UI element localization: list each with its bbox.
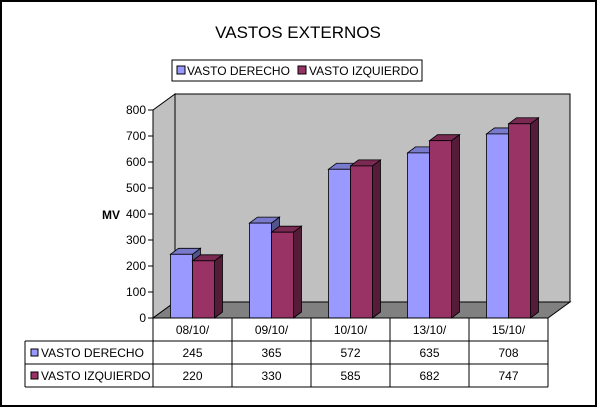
data-label-vasto-izquierdo-13-10: 682 [419,369,439,383]
bar-vasto-izquierdo-08-10-side [214,254,223,319]
bar-vasto-izquierdo-10-10 [349,159,382,319]
data-label-vasto-izquierdo-10-10: 585 [340,369,360,383]
bar-vasto-derecho-15-10-front [486,133,509,319]
legend-swatch-vasto-izquierdo [297,65,307,75]
data-label-vasto-derecho-08-10: 245 [182,346,202,360]
y-tick-label-0: 0 [139,311,146,325]
bar-vasto-izquierdo-15-10 [507,116,540,319]
chart-title: VASTOS EXTERNOS [215,23,381,42]
data-label-vasto-derecho-15-10: 708 [498,346,518,360]
y-tick-label-100: 100 [126,285,146,299]
x-tick-label-13-10: 13/10/ [413,323,447,337]
y-axis: 0 100 200 300 400 500 600 700 800 [126,103,154,325]
x-tick-label-15-10: 15/10/ [492,323,526,337]
bars [169,116,540,319]
data-label-vasto-izquierdo-09-10: 330 [261,369,281,383]
y-tick-label-700: 700 [126,129,146,143]
bar-vasto-izquierdo-13-10 [428,133,461,319]
bar-vasto-izquierdo-13-10-front [429,140,452,319]
bar-vasto-izquierdo-08-10-front [192,260,215,319]
data-label-vasto-derecho-09-10: 365 [261,346,281,360]
legend-swatch-vasto-derecho [176,65,186,75]
y-tick-label-200: 200 [126,259,146,273]
table-key-vasto-izquierdo [30,371,39,380]
y-tick-label-300: 300 [126,233,146,247]
bar-vasto-izquierdo-15-10-front [508,123,531,319]
bar-vasto-izquierdo-09-10-front [271,231,294,319]
bar-vasto-derecho-08-10-front [170,253,193,319]
bar-vasto-izquierdo-13-10-side [451,133,460,319]
table-key-vasto-derecho [30,348,39,357]
data-label-vasto-izquierdo-15-10: 747 [498,369,518,383]
bar-vasto-derecho-09-10-front [249,222,272,319]
x-tick-label-09-10: 09/10/ [255,323,289,337]
legend-box [171,59,423,82]
data-label-vasto-derecho-13-10: 635 [419,346,439,360]
y-tick-label-400: 400 [126,207,146,221]
bar-vasto-izquierdo-10-10-front [350,165,373,319]
data-label-vasto-derecho-10-10: 572 [340,346,360,360]
table-row-label-vasto-derecho: VASTO DERECHO [41,346,144,360]
bar-vasto-izquierdo-09-10 [270,225,303,319]
bar-vasto-izquierdo-09-10-side [293,225,302,319]
y-tick-label-800: 800 [126,103,146,117]
data-label-vasto-izquierdo-08-10: 220 [182,369,202,383]
bar-vasto-derecho-13-10-front [407,152,430,319]
x-tick-label-08-10: 08/10/ [176,323,210,337]
bar-vasto-derecho-10-10-front [328,168,351,319]
legend-label-vasto-izquierdo: VASTO IZQUIERDO [309,64,419,78]
x-tick-label-10-10: 10/10/ [334,323,368,337]
y-axis-label: MV [102,208,120,222]
y-tick-label-600: 600 [126,155,146,169]
legend-label-vasto-derecho: VASTO DERECHO [187,64,290,78]
bar-vasto-izquierdo-15-10-side [530,116,539,319]
legend: VASTO DERECHO VASTO IZQUIERDO [171,59,423,82]
bar-vasto-izquierdo-10-10-side [372,159,381,319]
y-tick-label-500: 500 [126,181,146,195]
data-table: 08/10/09/10/10/10/13/10/15/10/VASTO DERE… [24,317,549,388]
bar-vasto-izquierdo-08-10 [191,254,224,319]
table-row-label-vasto-izquierdo: VASTO IZQUIERDO [41,369,151,383]
